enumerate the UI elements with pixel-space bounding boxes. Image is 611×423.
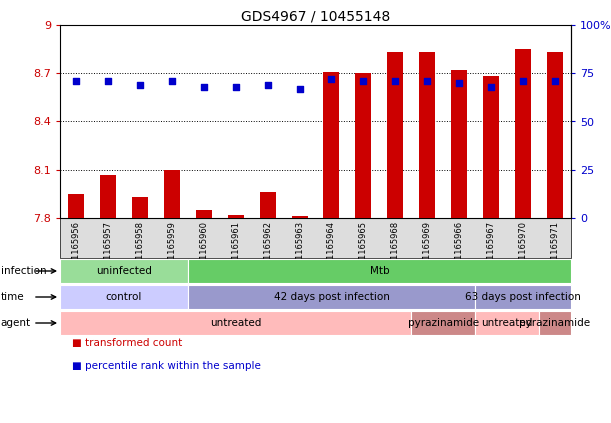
Bar xyxy=(387,52,403,218)
Bar xyxy=(260,192,276,218)
Text: control: control xyxy=(106,292,142,302)
Bar xyxy=(68,194,84,218)
Text: agent: agent xyxy=(1,318,31,328)
Text: GDS4967 / 10455148: GDS4967 / 10455148 xyxy=(241,10,390,24)
Point xyxy=(263,82,273,88)
Text: untreated: untreated xyxy=(210,318,262,328)
Text: 42 days post infection: 42 days post infection xyxy=(274,292,389,302)
Point xyxy=(422,77,432,84)
Text: pyrazinamide: pyrazinamide xyxy=(519,318,591,328)
Point xyxy=(359,77,368,84)
Bar xyxy=(291,217,307,218)
Text: infection: infection xyxy=(1,266,46,276)
Point xyxy=(135,82,145,88)
Text: pyrazinamide: pyrazinamide xyxy=(408,318,479,328)
Bar xyxy=(228,215,244,218)
Point xyxy=(327,76,337,82)
Text: uninfected: uninfected xyxy=(96,266,152,276)
Bar xyxy=(323,71,340,218)
Point xyxy=(390,77,400,84)
Bar xyxy=(419,52,435,218)
Text: ■ percentile rank within the sample: ■ percentile rank within the sample xyxy=(72,361,261,371)
Point xyxy=(295,85,304,92)
Point xyxy=(199,83,208,90)
Point xyxy=(167,77,177,84)
Point xyxy=(518,77,528,84)
Text: Mtb: Mtb xyxy=(370,266,389,276)
Bar xyxy=(515,49,531,218)
Text: 63 days post infection: 63 days post infection xyxy=(465,292,581,302)
Bar xyxy=(452,70,467,218)
Bar xyxy=(483,77,499,218)
Point xyxy=(550,77,560,84)
Point xyxy=(103,77,113,84)
Text: ■ transformed count: ■ transformed count xyxy=(72,338,183,348)
Text: time: time xyxy=(1,292,24,302)
Point xyxy=(71,77,81,84)
Point xyxy=(231,83,241,90)
Bar xyxy=(164,170,180,218)
Point xyxy=(455,80,464,86)
Bar xyxy=(132,197,148,218)
Bar xyxy=(100,175,116,218)
Bar xyxy=(356,73,371,218)
Bar xyxy=(196,210,211,218)
Point xyxy=(486,83,496,90)
Text: untreated: untreated xyxy=(481,318,533,328)
Bar xyxy=(547,52,563,218)
